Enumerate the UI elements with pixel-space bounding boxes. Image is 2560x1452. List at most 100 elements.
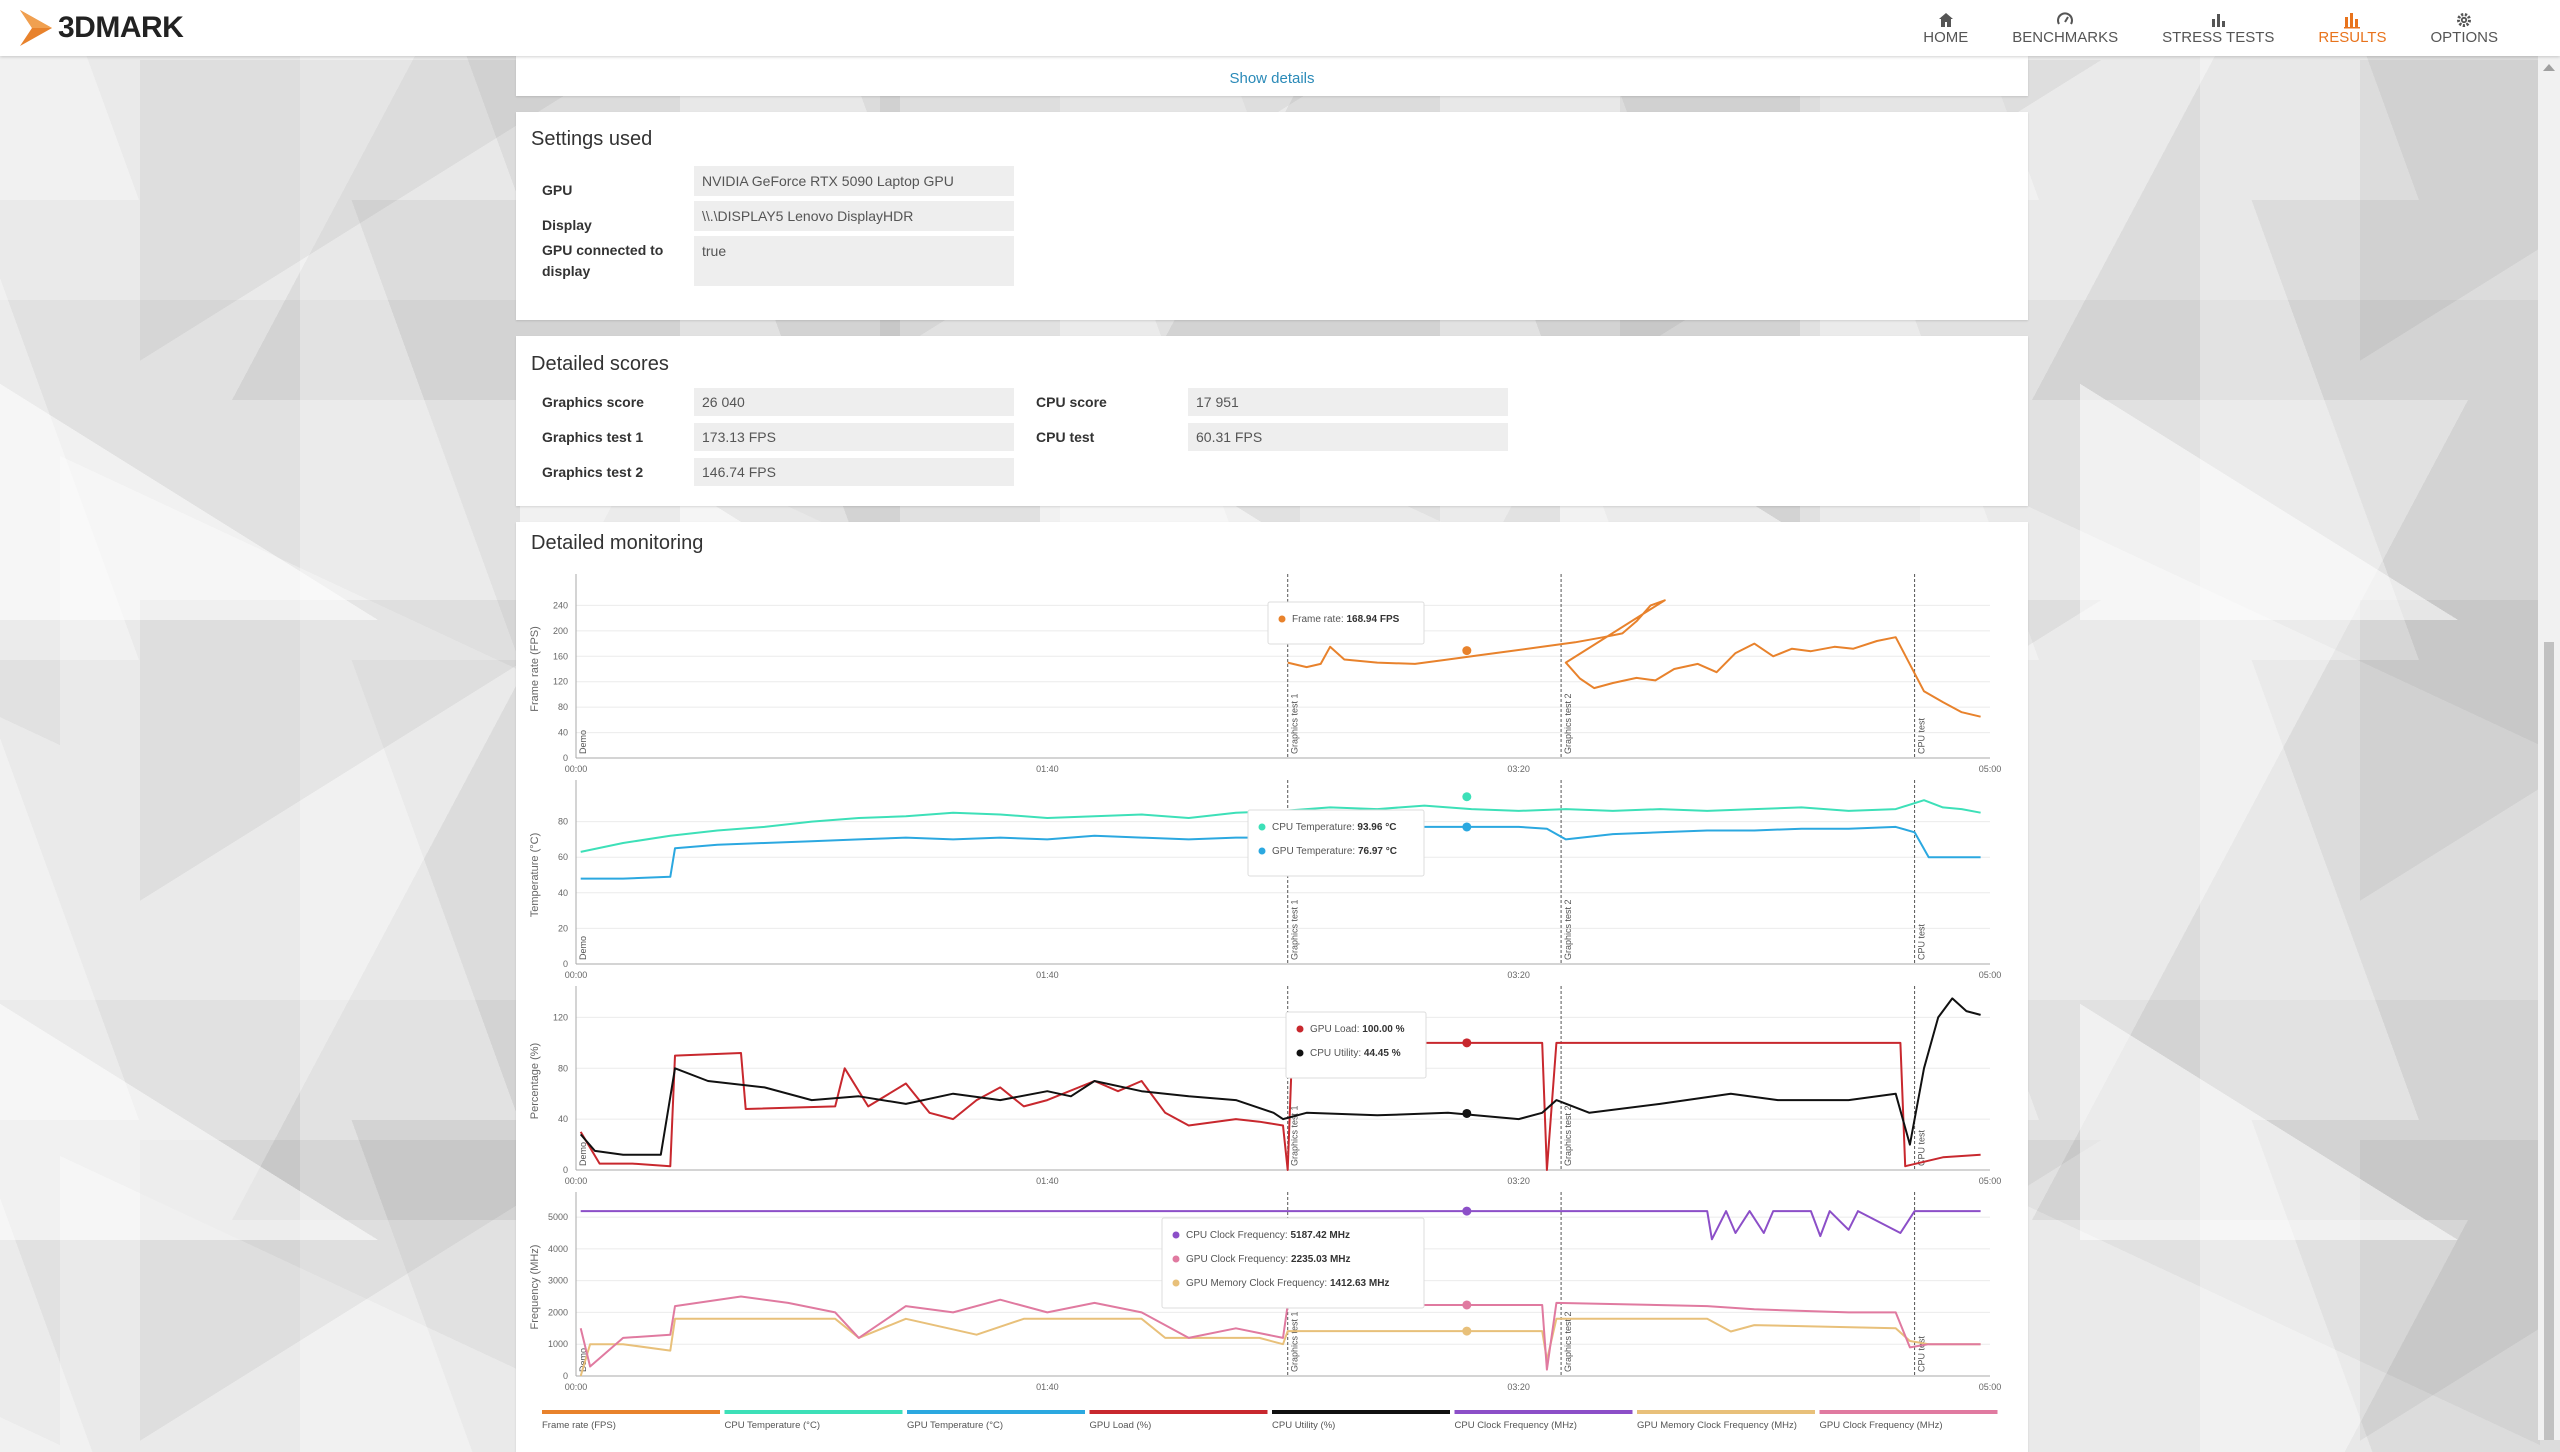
settings-value-gpu-connected: true — [694, 236, 1014, 286]
y-tick-label: 240 — [553, 600, 568, 610]
legend-item[interactable]: GPU Load (%) — [1089, 1410, 1268, 1431]
series-line-cpu-temperature — [580, 799, 1981, 853]
tooltip-swatch — [1172, 1255, 1180, 1263]
x-tick-label: 01:40 — [1036, 764, 1059, 774]
scrollbar-thumb[interactable] — [2544, 642, 2554, 1440]
series-line-gpu-clock-frequency — [579, 1295, 1981, 1371]
tooltip-swatch — [1172, 1231, 1180, 1239]
y-tick-label: 0 — [563, 1165, 568, 1175]
y-tick-label: 160 — [553, 651, 568, 661]
tooltip-value: 100.00 % — [1362, 1024, 1404, 1035]
legend-item[interactable]: CPU Utility (%) — [1272, 1410, 1450, 1431]
y-tick-label: 80 — [558, 702, 568, 712]
x-tick-label: 03:20 — [1507, 1176, 1530, 1186]
x-tick-label: 00:00 — [565, 764, 588, 774]
tooltip-value: 1412.63 MHz — [1330, 1278, 1389, 1289]
gear-icon — [2455, 11, 2473, 29]
tooltip-label: GPU Memory Clock Frequency: — [1186, 1278, 1330, 1289]
settings-value-display: \\.\DISPLAY5 Lenovo DisplayHDR — [694, 201, 1014, 231]
legend-item[interactable]: Frame rate (FPS) — [542, 1410, 720, 1431]
tooltip-text: GPU Load: 100.00 % — [1310, 1024, 1405, 1035]
y-tick-label: 0 — [563, 1371, 568, 1381]
legend-item[interactable]: GPU Clock Frequency (MHz) — [1819, 1410, 1998, 1431]
x-tick-label: 03:20 — [1507, 970, 1530, 980]
legend-swatch — [724, 1410, 903, 1414]
page-scrollbar[interactable] — [2538, 56, 2560, 1440]
home-icon — [1937, 11, 1955, 29]
section-label: CPU test — [1917, 717, 1927, 754]
section-label: Graphics test 1 — [1290, 693, 1300, 754]
monitoring-chart-3: 0 40 80 120 Percentage (%) 00:00 01:40 03:20 05:… — [529, 986, 2001, 1186]
x-tick-label: 00:00 — [565, 1176, 588, 1186]
tooltip-label: Frame rate: — [1292, 614, 1346, 625]
gauge-icon — [2056, 11, 2074, 29]
hover-point — [1462, 1300, 1472, 1310]
section-label: CPU test — [1917, 923, 1927, 960]
scores-title: Detailed scores — [531, 353, 669, 375]
legend-label: CPU Utility (%) — [1272, 1420, 1335, 1431]
series-line-cpu-clock-frequency — [580, 1210, 1981, 1241]
nav-options[interactable]: OPTIONS — [2408, 0, 2520, 56]
legend-item[interactable]: GPU Temperature (°C) — [907, 1410, 1085, 1431]
y-tick-label: 3000 — [548, 1276, 568, 1286]
nav-home[interactable]: HOME — [1901, 0, 1990, 56]
tooltip-value: 2235.03 MHz — [1291, 1254, 1350, 1265]
legend-swatch — [1819, 1410, 1998, 1414]
legend-swatch — [1637, 1410, 1815, 1414]
y-tick-label: 200 — [553, 626, 568, 636]
nav-label: HOME — [1923, 28, 1969, 46]
results-icon — [2343, 11, 2361, 29]
chart-tooltip — [1161, 1217, 1425, 1309]
section-label: Demo — [578, 730, 588, 754]
tooltip-swatch — [1296, 1049, 1304, 1057]
y-axis-label: Percentage (%) — [529, 1043, 541, 1119]
nav-stress-tests[interactable]: STRESS TESTS — [2140, 0, 2296, 56]
y-axis-label: Frame rate (FPS) — [529, 626, 541, 712]
tooltip-value: 76.97 °C — [1358, 846, 1397, 857]
y-tick-label: 40 — [558, 888, 568, 898]
y-tick-label: 80 — [558, 817, 568, 827]
y-tick-label: 60 — [558, 852, 568, 862]
tooltip-text: GPU Memory Clock Frequency: 1412.63 MHz — [1186, 1278, 1389, 1289]
tooltip-value: 168.94 FPS — [1346, 614, 1399, 625]
y-tick-label: 4000 — [548, 1244, 568, 1254]
series-line-gpu-memory-clock-frequency — [579, 1317, 1981, 1377]
section-label: Graphics test 2 — [1563, 1105, 1573, 1166]
3dmark-logo-icon — [20, 10, 52, 46]
nav-results[interactable]: RESULTS — [2296, 0, 2408, 56]
legend-item[interactable]: GPU Memory Clock Frequency (MHz) — [1637, 1410, 1815, 1431]
legend-label: GPU Clock Frequency (MHz) — [1820, 1420, 1943, 1431]
tooltip-value: 44.45 % — [1364, 1048, 1401, 1059]
legend-label: GPU Temperature (°C) — [907, 1420, 1003, 1431]
x-tick-label: 01:40 — [1036, 970, 1059, 980]
scroll-up-arrow-icon[interactable] — [2543, 64, 2555, 71]
legend-swatch — [542, 1410, 720, 1414]
y-tick-label: 40 — [558, 1114, 568, 1124]
y-tick-label: 2000 — [548, 1307, 568, 1317]
legend-label: Frame rate (FPS) — [542, 1420, 616, 1431]
top-navigation-bar: 3DMARK HOME BENCHMARKS STRESS TESTS RESULTS… — [0, 0, 2560, 56]
show-details-link[interactable]: Show details — [1229, 70, 1315, 87]
tooltip-swatch — [1278, 615, 1286, 623]
tooltip-label: GPU Clock Frequency: — [1186, 1254, 1291, 1265]
legend-label: CPU Temperature (°C) — [725, 1420, 820, 1431]
legend-swatch — [907, 1410, 1085, 1414]
chart-tooltip — [1285, 1011, 1427, 1079]
settings-used-panel: Settings used GPU NVIDIA GeForce RTX 509… — [516, 112, 2028, 320]
x-tick-label: 00:00 — [565, 970, 588, 980]
nav-benchmarks[interactable]: BENCHMARKS — [1990, 0, 2140, 56]
tooltip-text: GPU Temperature: 76.97 °C — [1272, 846, 1397, 857]
monitoring-title: Detailed monitoring — [531, 532, 704, 554]
x-tick-label: 03:20 — [1507, 764, 1530, 774]
legend-item[interactable]: CPU Clock Frequency (MHz) — [1454, 1410, 1633, 1431]
section-label: CPU test — [1917, 1335, 1927, 1372]
hover-point — [1462, 1206, 1472, 1216]
tooltip-text: CPU Temperature: 93.96 °C — [1272, 822, 1396, 833]
section-label: Graphics test 2 — [1563, 693, 1573, 754]
legend-item[interactable]: CPU Temperature (°C) — [724, 1410, 903, 1431]
app-logo[interactable]: 3DMARK — [18, 6, 184, 50]
nav-label: STRESS TESTS — [2162, 28, 2275, 46]
hover-point — [1462, 792, 1472, 802]
x-tick-label: 00:00 — [565, 1382, 588, 1392]
